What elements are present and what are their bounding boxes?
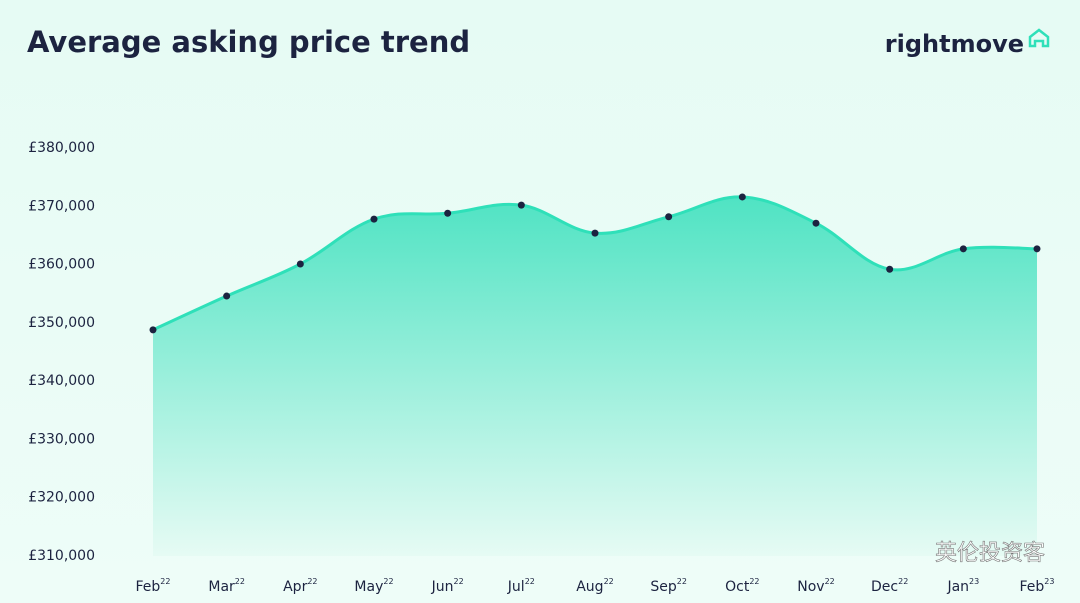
x-tick-label: Dec22 — [871, 577, 908, 596]
y-tick-label: £370,000 — [28, 198, 95, 214]
x-tick-year: 22 — [677, 577, 687, 586]
x-tick-label: Feb22 — [136, 577, 171, 596]
x-tick-year: 22 — [454, 577, 464, 586]
x-tick-month: Aug — [576, 579, 603, 595]
brand-logo: rightmove — [885, 30, 1024, 58]
data-point — [370, 215, 378, 223]
y-tick-label: £310,000 — [28, 548, 95, 564]
x-tick-month: May — [354, 579, 383, 595]
x-tick-month: Oct — [725, 579, 750, 595]
x-tick-year: 22 — [235, 577, 245, 586]
data-point — [959, 245, 967, 253]
x-tick-label: Jun22 — [431, 577, 464, 596]
x-tick-label: Nov22 — [797, 577, 835, 596]
area-fill — [153, 196, 1037, 556]
data-point — [223, 292, 231, 300]
x-tick-label: Mar22 — [208, 577, 245, 596]
x-tick-month: Apr — [283, 579, 307, 595]
x-tick-label: Apr22 — [283, 577, 317, 596]
x-tick-month: Feb — [1020, 579, 1045, 595]
data-point — [296, 260, 304, 268]
y-tick-label: £330,000 — [28, 431, 95, 447]
x-tick-month: Jan — [946, 579, 969, 595]
x-tick-month: Jun — [431, 579, 454, 595]
plot: £310,000 £320,000 £330,000 £340,000 £350,000… — [28, 140, 1054, 595]
y-tick-label: £320,000 — [28, 490, 95, 506]
x-tick-month: Mar — [208, 579, 235, 595]
x-tick-year: 22 — [525, 577, 535, 586]
chart-title: Average asking price trend — [27, 25, 470, 59]
data-point — [738, 193, 746, 201]
x-tick-month: Feb — [136, 579, 161, 595]
y-tick-label: £380,000 — [28, 140, 95, 156]
x-tick-year: 22 — [307, 577, 317, 586]
x-tick-label: Jan23 — [946, 577, 979, 596]
watermark: 英伦投资客 — [935, 541, 1045, 566]
x-tick-year: 22 — [160, 577, 170, 586]
data-point — [886, 265, 894, 273]
brand-icon — [1028, 28, 1050, 48]
y-tick-label: £360,000 — [28, 257, 95, 273]
data-point — [1033, 245, 1041, 253]
x-tick-month: Dec — [871, 579, 898, 595]
x-tick-year: 22 — [749, 577, 759, 586]
data-point — [812, 219, 820, 227]
x-tick-label: Feb23 — [1020, 577, 1055, 596]
data-point — [444, 209, 452, 217]
x-tick-year: 22 — [383, 577, 393, 586]
data-point — [517, 201, 525, 209]
x-tick-month: Sep — [650, 579, 677, 595]
y-tick-label: £340,000 — [28, 373, 95, 389]
data-point — [149, 326, 157, 334]
x-tick-label: Oct22 — [725, 577, 759, 596]
x-tick-month: Nov — [797, 579, 824, 595]
x-tick-label: Jul22 — [507, 577, 535, 596]
x-tick-year: 22 — [604, 577, 614, 586]
x-tick-label: May22 — [354, 577, 393, 596]
x-tick-label: Aug22 — [576, 577, 614, 596]
x-tick-year: 23 — [969, 577, 979, 586]
data-point — [591, 229, 599, 237]
y-tick-label: £350,000 — [28, 315, 95, 331]
x-tick-label: Sep22 — [650, 577, 687, 596]
x-tick-year: 22 — [825, 577, 835, 586]
x-tick-year: 23 — [1044, 577, 1054, 586]
x-tick-month: Jul — [507, 579, 525, 595]
data-point — [665, 213, 673, 221]
x-tick-year: 22 — [898, 577, 908, 586]
